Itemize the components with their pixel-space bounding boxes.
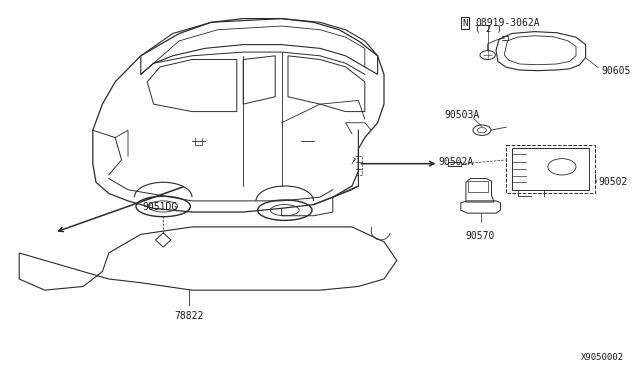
- Text: 78822: 78822: [174, 311, 204, 321]
- Text: 90502: 90502: [598, 177, 628, 187]
- Text: 08919-3062A: 08919-3062A: [475, 18, 540, 28]
- Text: 90570: 90570: [465, 231, 495, 241]
- Text: 90605: 90605: [602, 66, 631, 76]
- Text: 90503A: 90503A: [445, 110, 480, 120]
- Bar: [468, 181, 488, 192]
- Text: 90502A: 90502A: [438, 157, 474, 167]
- Text: N: N: [462, 19, 467, 28]
- Text: X9050002: X9050002: [581, 353, 624, 362]
- Text: 9051DG: 9051DG: [142, 202, 178, 212]
- Bar: [512, 148, 589, 190]
- Text: ( 2 ): ( 2 ): [475, 25, 502, 34]
- Bar: [448, 162, 461, 166]
